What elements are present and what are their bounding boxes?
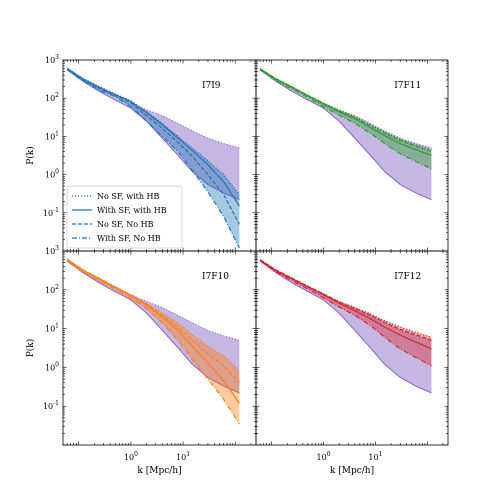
series-line-dashed xyxy=(259,259,432,341)
reference-band-lower-edge xyxy=(66,69,240,201)
reference-band xyxy=(67,68,240,200)
y-tick-label: 101 xyxy=(45,130,59,141)
series-line-solid xyxy=(66,259,240,404)
y-tick-label: 10-1 xyxy=(43,207,59,218)
series-line-solid xyxy=(66,67,240,207)
panel-i7f11: I7F11 xyxy=(255,59,449,252)
x-tick-label: 101 xyxy=(368,451,382,462)
series-line-dotted xyxy=(66,258,240,372)
panel-plot-area xyxy=(66,67,240,249)
y-tick-label: 103 xyxy=(45,245,59,256)
y-axis-label: P(k) xyxy=(25,339,36,358)
legend: No SF, with HB With SF, with HB No SF, No … xyxy=(66,185,183,249)
panel-i7f12: I7F12 100 101 k [Mpc/h] xyxy=(255,250,449,476)
model-band xyxy=(260,259,432,366)
reference-band-lower-edge xyxy=(259,69,432,201)
reference-band xyxy=(260,259,432,393)
y-tick-label: 103 xyxy=(45,54,59,65)
y-tick-label: 100 xyxy=(45,361,59,372)
series-line-dotted xyxy=(259,259,432,338)
legend-entry-label: With SF, No HB xyxy=(97,234,161,243)
y-tick-label: 10-1 xyxy=(43,400,59,411)
reference-band xyxy=(67,259,240,393)
legend-entry-label: No SF, No HB xyxy=(97,220,154,229)
panel-title: I7I9 xyxy=(202,81,221,91)
panel-title: I7F12 xyxy=(394,272,421,282)
y-tick-label: 102 xyxy=(45,92,59,103)
series-line-dashed xyxy=(66,68,240,225)
series-line-dashdot xyxy=(259,260,432,367)
series-line-dashed xyxy=(259,68,432,153)
panel-title: I7F11 xyxy=(394,81,421,91)
y-tick-label: 102 xyxy=(45,284,59,295)
panel-i7i9: I7I9 10-1 100 101 102 103 P(k) No SF, with HB Wi… xyxy=(25,54,257,252)
reference-band-lower-edge xyxy=(66,260,240,394)
panel-plot-area xyxy=(259,67,432,201)
panel-title: I7F10 xyxy=(202,272,229,282)
y-tick-label: 100 xyxy=(45,169,59,180)
panel-plot-area xyxy=(66,258,240,425)
series-line-solid xyxy=(259,68,432,156)
x-tick-label: 100 xyxy=(124,451,138,462)
legend-entry-label: With SF, with HB xyxy=(97,206,167,215)
y-tick-label: 101 xyxy=(45,323,59,334)
reference-band-upper-edge xyxy=(66,68,240,149)
panel-plot-area xyxy=(259,259,432,394)
series-line-solid xyxy=(259,259,432,350)
reference-band xyxy=(260,68,432,200)
panel-i7f10: I7F10 10-1 100 101 102 103 P(k) 100 101 k [Mpc/h] xyxy=(25,245,257,476)
y-axis-label: P(k) xyxy=(25,146,36,165)
legend-box xyxy=(66,185,183,249)
series-line-dashdot xyxy=(259,69,432,170)
series-line-dashdot xyxy=(66,260,240,425)
legend-entry-label: No SF, with HB xyxy=(97,192,160,201)
series-line-dashdot xyxy=(66,69,240,249)
x-axis-label: k [Mpc/h] xyxy=(137,466,181,476)
panel-frame xyxy=(255,250,449,446)
x-tick-label: 100 xyxy=(317,451,331,462)
reference-band-lower-edge xyxy=(259,260,432,394)
x-tick-label: 101 xyxy=(176,451,190,462)
x-axis-label: k [Mpc/h] xyxy=(330,466,374,476)
